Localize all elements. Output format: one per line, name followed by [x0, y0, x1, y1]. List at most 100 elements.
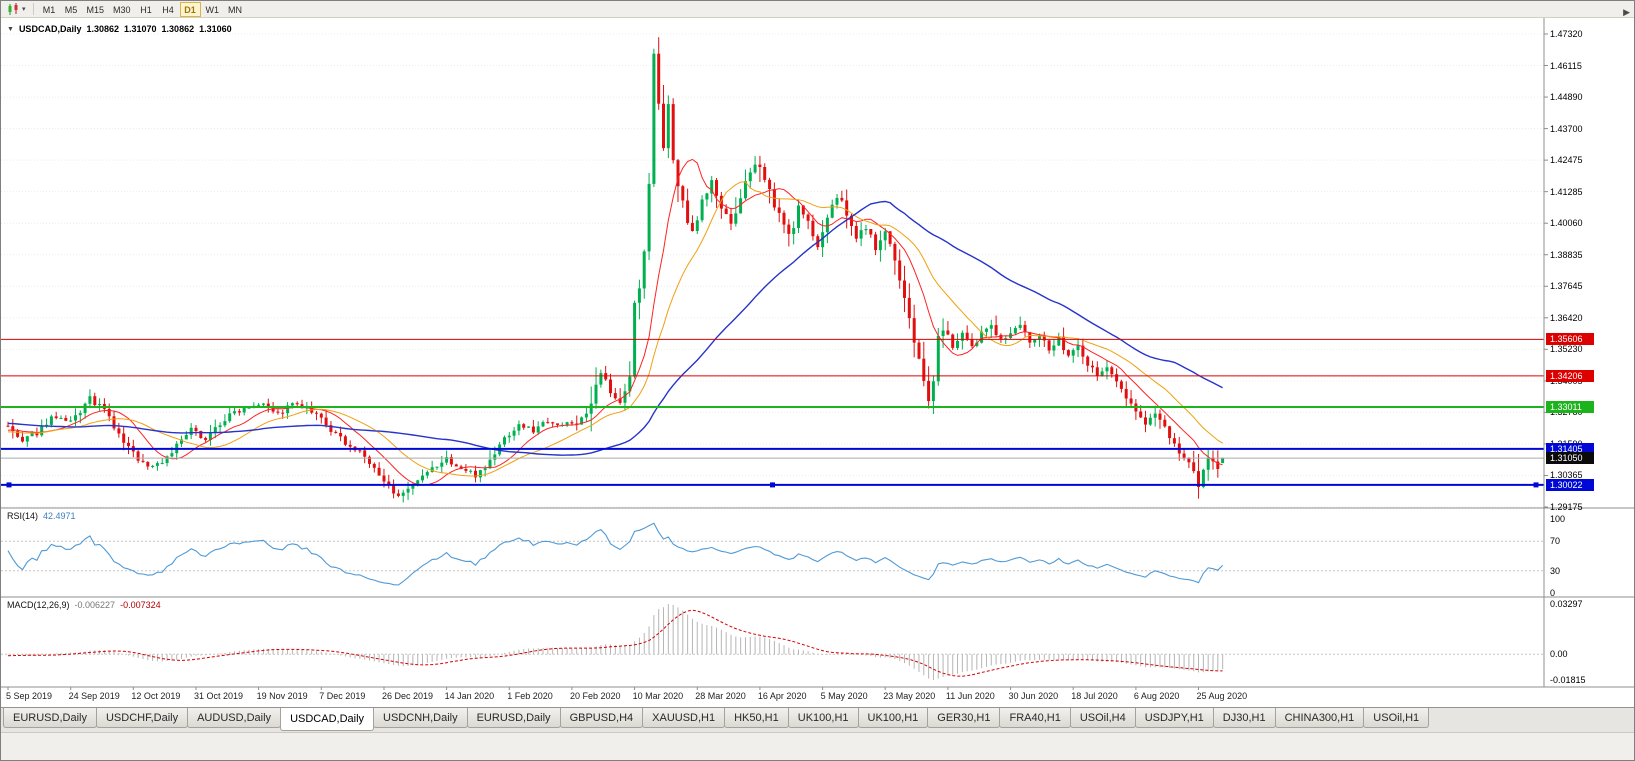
- symbol-dropdown-icon[interactable]: ▼: [7, 25, 14, 33]
- chart-tab-gbpusd-h4[interactable]: GBPUSD,H4: [559, 708, 644, 728]
- current-price-badge: 1.31050: [1546, 452, 1594, 465]
- date-axis-label: 12 Oct 2019: [131, 691, 181, 701]
- timeframe-button-m30[interactable]: M30: [113, 4, 131, 15]
- rsi-value: 42.4971: [43, 511, 76, 521]
- price-level-badge: 1.33011: [1546, 401, 1594, 413]
- ohlc-low-value: 1.30862: [161, 24, 195, 34]
- chart-tab-uk100-h1[interactable]: UK100,H1: [857, 708, 929, 728]
- timeframe-button-h4[interactable]: H4: [162, 4, 174, 15]
- rsi-line: [7, 522, 1223, 586]
- date-axis-label: 24 Sep 2019: [68, 691, 120, 701]
- line-drag-handle[interactable]: [6, 482, 12, 488]
- chart-tab-usoil-h1[interactable]: USOil,H1: [1363, 708, 1430, 728]
- ma-20-line: [7, 181, 1223, 477]
- chart-tab-uk100-h1[interactable]: UK100,H1: [787, 708, 859, 728]
- timeframe-button-m15[interactable]: M15: [86, 4, 105, 15]
- date-axis-label: 11 Jun 2020: [945, 691, 995, 701]
- date-axis-label: 28 Mar 2020: [695, 691, 746, 701]
- date-axis-label: 19 Nov 2019: [256, 691, 308, 701]
- ma-10-line: [7, 158, 1223, 486]
- chart-tab-eurusd-daily[interactable]: EURUSD,Daily: [3, 708, 97, 728]
- date-axis-label: 23 May 2020: [883, 691, 936, 701]
- price-tick-label: 1.30365: [1550, 470, 1583, 481]
- rsi-scale-label: 100: [1550, 514, 1566, 524]
- price-level-badge: 1.34206: [1546, 369, 1594, 382]
- price-level-badge: 1.30022: [1546, 478, 1594, 491]
- rsi-indicator-label: RSI(14) 42.4971: [7, 511, 76, 521]
- timeframe-button-w1[interactable]: W1: [205, 4, 220, 15]
- chart-symbol-label: USDCAD,Daily: [18, 24, 82, 34]
- macd-signal-value: -0.007324: [120, 600, 161, 610]
- ohlc-open-value: 1.30862: [86, 24, 119, 34]
- macd-signal-line: [7, 609, 1223, 677]
- date-axis-label: 16 Apr 2020: [757, 691, 807, 701]
- macd-scale-label: 0.03297: [1550, 599, 1583, 609]
- price-tick-label: 1.41285: [1550, 186, 1583, 197]
- date-axis-label: 31 Oct 2019: [193, 691, 244, 701]
- chart-tab-hk50-h1[interactable]: HK50,H1: [724, 708, 789, 728]
- ohlc-close-value: 1.31060: [199, 24, 232, 34]
- chart-tab-china300-h1[interactable]: CHINA300,H1: [1274, 708, 1365, 728]
- chart-tab-usoil-h4[interactable]: USOil,H4: [1069, 708, 1136, 728]
- time-scale[interactable]: [1, 687, 1634, 707]
- tab-scroll-right-icon[interactable]: ▶: [1623, 7, 1630, 17]
- chart-tab-usdjpy-h1[interactable]: USDJPY,H1: [1134, 708, 1214, 728]
- date-axis-label: 25 Aug 2020: [1196, 691, 1248, 701]
- line-drag-handle[interactable]: [770, 482, 775, 488]
- chart-type-button[interactable]: ▾: [4, 2, 28, 17]
- chart-tab-usdcad-daily[interactable]: USDCAD,Daily: [280, 708, 375, 731]
- date-axis-label: 5 May 2020: [820, 691, 868, 701]
- chart-canvas[interactable]: [1, 18, 1635, 707]
- price-tick-label: 1.40060: [1550, 218, 1583, 229]
- price-tick-label: 1.43700: [1550, 123, 1583, 134]
- timeframe-button-m1[interactable]: M1: [42, 4, 56, 15]
- price-tick-label: 1.44890: [1550, 92, 1583, 103]
- rsi-scale-label: 70: [1550, 536, 1561, 547]
- price-tick-label: 1.36420: [1550, 312, 1583, 323]
- macd-indicator-label: MACD(12,26,9) -0.006227 -0.007324: [7, 600, 161, 610]
- date-axis-label: 1 Feb 2020: [507, 691, 553, 701]
- macd-scale-label: -0.01815: [1550, 675, 1586, 685]
- date-axis-label: 30 Jun 2020: [1008, 691, 1059, 701]
- chart-tab-dj30-h1[interactable]: DJ30,H1: [1212, 708, 1276, 728]
- date-axis-label: 26 Dec 2019: [381, 691, 433, 701]
- timeframe-button-h1[interactable]: H1: [140, 4, 152, 15]
- chart-tab-xauusd-h1[interactable]: XAUUSD,H1: [642, 708, 726, 728]
- date-axis-label: 5 Sep 2019: [6, 691, 53, 701]
- macd-main-value: -0.006227: [74, 600, 116, 610]
- toolbar-separator: [32, 3, 34, 15]
- ma-50-line: [7, 200, 1223, 456]
- date-axis-label: 20 Feb 2020: [569, 691, 621, 701]
- timeframe-button-group: M1 M5 M15 M30 H1 H4 D1 W1 MN: [39, 1, 247, 17]
- date-axis-label: 18 Jul 2020: [1071, 691, 1118, 701]
- candlestick-chart-icon: [8, 2, 18, 15]
- timeframe-button-m5[interactable]: M5: [64, 4, 78, 15]
- timeframe-button-d1[interactable]: D1: [179, 1, 201, 17]
- chart-tab-fra40-h1[interactable]: FRA40,H1: [999, 708, 1071, 728]
- rsi-name: RSI(14): [7, 511, 39, 521]
- price-tick-label: 1.38835: [1550, 249, 1583, 260]
- price-level-badge: 1.31405: [1546, 442, 1594, 455]
- timeframe-button-mn[interactable]: MN: [228, 4, 243, 15]
- chart-tab-audusd-daily[interactable]: AUDUSD,Daily: [187, 708, 282, 728]
- price-tick-label: 1.37645: [1550, 281, 1583, 292]
- date-axis-label: 10 Mar 2020: [632, 691, 684, 701]
- status-bar: [1, 732, 1634, 760]
- price-tick-label: 1.42475: [1550, 155, 1583, 166]
- macd-histogram: [7, 604, 1224, 680]
- chevron-down-icon: ▾: [22, 5, 26, 13]
- price-tick-label: 1.47320: [1550, 29, 1583, 39]
- chart-tab-usdchf-daily[interactable]: USDCHF,Daily: [95, 708, 189, 728]
- date-axis-label: 6 Aug 2020: [1133, 691, 1180, 701]
- macd-name: MACD(12,26,9): [7, 600, 70, 610]
- line-drag-handle[interactable]: [1533, 482, 1539, 488]
- date-axis-label: 7 Dec 2019: [319, 691, 366, 701]
- chart-tab-ger30-h1[interactable]: GER30,H1: [927, 708, 1001, 728]
- chart-tab-usdcnh-daily[interactable]: USDCNH,Daily: [373, 708, 468, 728]
- chart-tabs-bar: EURUSD,Daily USDCHF,Daily AUDUSD,Daily USDC…: [1, 707, 1634, 732]
- price-tick-label: 1.29175: [1550, 502, 1583, 512]
- chart-tab-eurusd-daily[interactable]: EURUSD,Daily: [466, 708, 561, 728]
- chart-tab-list: EURUSD,Daily USDCHF,Daily AUDUSD,Daily USDC…: [3, 708, 1430, 732]
- date-axis-label: 14 Jan 2020: [444, 691, 495, 701]
